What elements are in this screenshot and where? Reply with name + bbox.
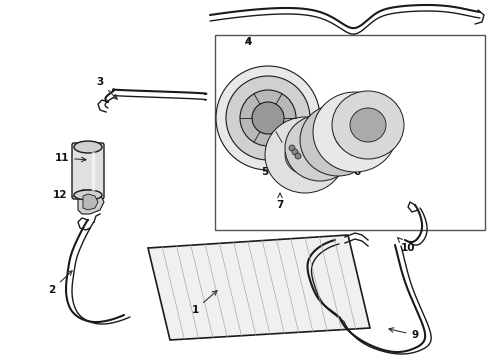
Ellipse shape bbox=[350, 108, 386, 142]
Circle shape bbox=[240, 90, 296, 146]
Ellipse shape bbox=[313, 92, 397, 172]
Text: 7: 7 bbox=[276, 193, 284, 210]
Ellipse shape bbox=[334, 112, 376, 152]
Text: 11: 11 bbox=[55, 153, 86, 163]
Circle shape bbox=[295, 153, 301, 159]
Ellipse shape bbox=[285, 115, 355, 181]
Text: 6: 6 bbox=[344, 167, 361, 177]
Text: 2: 2 bbox=[49, 271, 72, 295]
Ellipse shape bbox=[285, 136, 325, 174]
Circle shape bbox=[252, 102, 284, 134]
Circle shape bbox=[226, 76, 310, 160]
Ellipse shape bbox=[300, 104, 376, 176]
Polygon shape bbox=[148, 235, 370, 340]
Text: 5: 5 bbox=[261, 165, 275, 177]
Text: 10: 10 bbox=[398, 238, 415, 253]
FancyBboxPatch shape bbox=[72, 143, 104, 199]
Ellipse shape bbox=[332, 91, 404, 159]
Text: 3: 3 bbox=[97, 77, 117, 99]
Circle shape bbox=[216, 66, 320, 170]
Text: 12: 12 bbox=[53, 190, 84, 200]
Ellipse shape bbox=[319, 122, 357, 158]
Polygon shape bbox=[83, 194, 98, 210]
Text: 9: 9 bbox=[389, 328, 418, 340]
Bar bbox=[215, 35, 485, 230]
Ellipse shape bbox=[74, 190, 102, 200]
Circle shape bbox=[289, 145, 295, 151]
Polygon shape bbox=[78, 190, 104, 214]
Text: 8: 8 bbox=[315, 167, 321, 177]
Text: 1: 1 bbox=[192, 291, 217, 315]
Text: 4: 4 bbox=[245, 37, 252, 47]
Ellipse shape bbox=[74, 141, 102, 153]
Ellipse shape bbox=[302, 131, 338, 165]
Circle shape bbox=[292, 149, 298, 155]
Ellipse shape bbox=[265, 117, 345, 193]
